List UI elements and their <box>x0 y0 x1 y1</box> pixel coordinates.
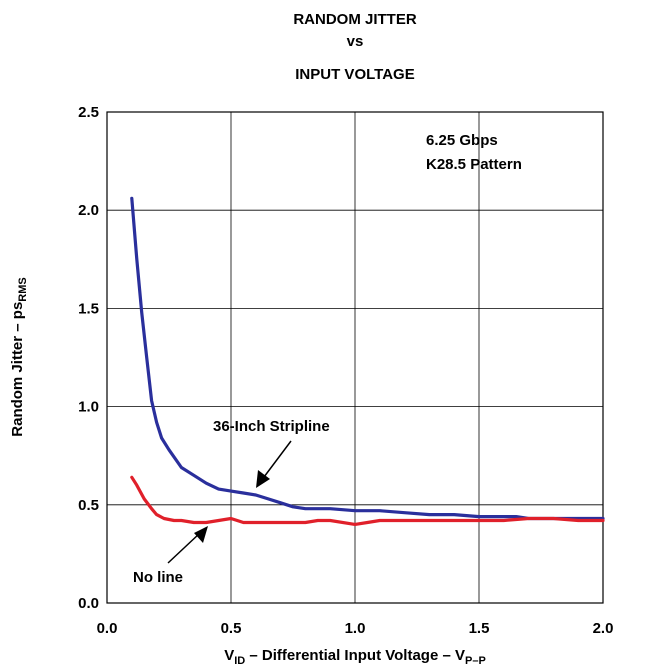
x-tick-label: 0.5 <box>221 620 242 637</box>
y-tick-label: 0.0 <box>78 595 99 612</box>
series-line-no-line <box>130 475 605 527</box>
y-tick-label: 1.5 <box>78 300 99 317</box>
plot-frame <box>106 111 604 604</box>
x-axis-label-sub-2: P–P <box>465 655 486 667</box>
x-tick-label: 1.5 <box>469 620 490 637</box>
stripline-arrow <box>256 440 292 488</box>
x-axis-label: VID – Differential Input Voltage – VP–P <box>224 647 486 667</box>
x-axis-label-sub-1: ID <box>234 655 245 667</box>
chart-title-line-1: RANDOM JITTER <box>293 11 417 28</box>
x-tick-labels: 0.0 0.5 1.0 1.5 2.0 <box>97 620 614 637</box>
y-tick-label: 2.0 <box>78 202 99 219</box>
x-tick-label: 1.0 <box>345 620 366 637</box>
y-tick-label: 2.5 <box>78 104 99 121</box>
annotation-pattern: K28.5 Pattern <box>426 156 522 173</box>
annotation-data-rate: 6.25 Gbps <box>426 132 498 149</box>
y-axis-label: Random Jitter – psRMS <box>9 277 29 436</box>
y-axis-label-main: Random Jitter – ps <box>9 302 26 437</box>
annotation-stripline-label: 36-Inch Stripline <box>213 418 330 435</box>
x-tick-label: 0.0 <box>97 620 118 637</box>
y-axis-label-sub: RMS <box>17 277 29 301</box>
y-tick-label: 1.0 <box>78 399 99 416</box>
x-axis-label-v: V <box>224 647 234 664</box>
no-line-arrow <box>167 526 208 564</box>
y-tick-label: 0.5 <box>78 497 99 514</box>
y-tick-labels: 0.0 0.5 1.0 1.5 2.0 2.5 <box>78 104 99 612</box>
x-axis-label-middle: – Differential Input Voltage – V <box>245 647 465 664</box>
series-line-stripline <box>130 196 605 521</box>
chart-title-line-2: vs <box>347 33 364 50</box>
x-tick-label: 2.0 <box>593 620 614 637</box>
chart-title-line-3: INPUT VOLTAGE <box>295 66 414 83</box>
grid <box>106 111 604 604</box>
annotation-no-line-label: No line <box>133 569 183 586</box>
